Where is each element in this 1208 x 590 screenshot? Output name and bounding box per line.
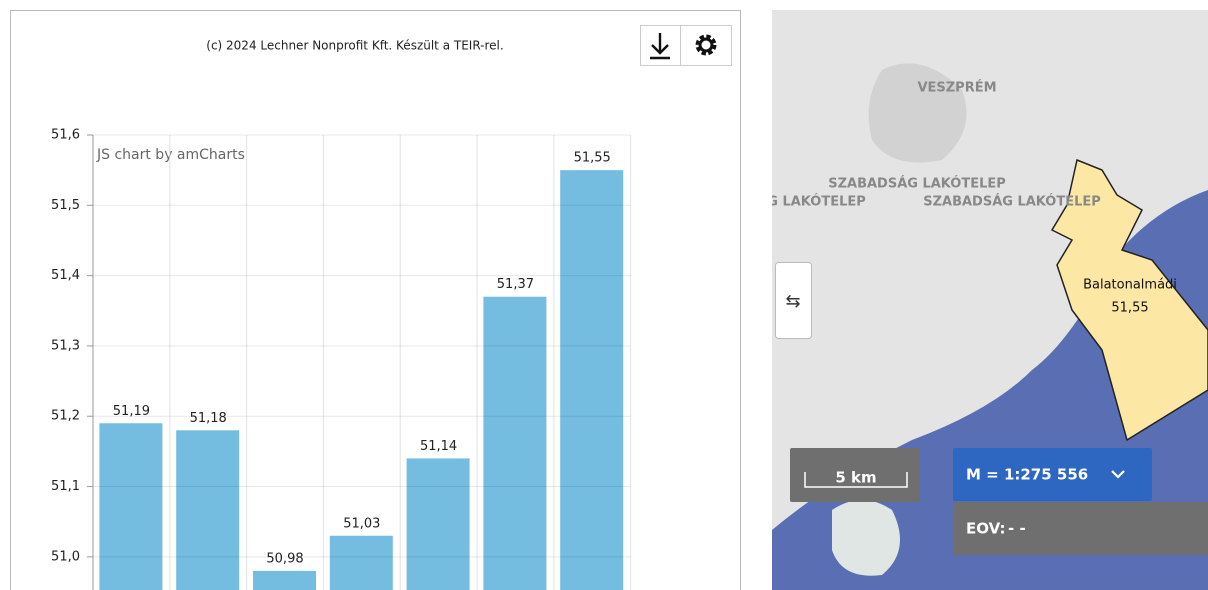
area-name: Balatonalmádi	[1083, 278, 1177, 293]
city-area	[868, 63, 967, 163]
scale-bar	[804, 472, 908, 488]
y-tick-label: 51,1	[51, 479, 80, 494]
scale-label: 5 km	[835, 469, 876, 487]
value-label: 51,18	[190, 411, 227, 426]
y-tick-label: 51,4	[51, 268, 80, 283]
toolbar	[640, 25, 732, 66]
y-tick-label: 51,2	[51, 409, 80, 424]
bar	[560, 170, 624, 590]
panel-toggle[interactable]	[775, 262, 812, 339]
ratio-dropdown[interactable]	[953, 448, 1152, 501]
settings-button[interactable]	[695, 34, 717, 56]
chart-credit: (c) 2024 Lechner Nonprofit Kft. Készült …	[206, 39, 503, 53]
bar	[406, 458, 470, 590]
coord-label: EOV:	[966, 520, 1006, 538]
y-tick-label: 51,0	[51, 549, 80, 564]
value-label: 51,03	[343, 516, 380, 531]
y-tick-label: 51,5	[51, 198, 80, 213]
bar	[483, 296, 547, 590]
watermark: JS chart by amCharts	[96, 147, 245, 163]
ratio-label: M = 1:275 556	[966, 466, 1088, 484]
bar	[176, 430, 240, 590]
value-label: 50,98	[266, 551, 303, 566]
value-label: 51,55	[574, 151, 611, 166]
coord-value: - -	[1008, 520, 1026, 538]
value-label: 51,19	[113, 404, 150, 419]
y-tick-label: 51,3	[51, 338, 80, 353]
value-label: 51,14	[420, 439, 457, 454]
island	[832, 500, 900, 576]
bar	[253, 570, 316, 590]
y-tick-label: 51,6	[51, 128, 80, 143]
toggle-icon: ⇆	[785, 291, 800, 312]
map-panel: VESZPRÉM SZABADSÁG LAKÓTELEP SZABADSÁG L…	[772, 10, 1208, 590]
scale-box	[790, 448, 920, 502]
download-button[interactable]	[650, 33, 670, 60]
district-label: SZABADSÁG LAKÓTELEP	[923, 194, 1101, 210]
district-label: SZABADSÁG LAKÓTELEP	[772, 194, 866, 210]
value-label: 51,37	[497, 277, 534, 292]
district-label: SZABADSÁG LAKÓTELEP	[828, 176, 1006, 192]
coord-box	[953, 502, 1208, 555]
area-value: 51,55	[1111, 301, 1148, 316]
dropdown-chevron	[1111, 470, 1125, 479]
selected-area[interactable]	[1050, 158, 1208, 442]
bar	[99, 423, 163, 590]
city-label: VESZPRÉM	[917, 80, 996, 96]
bar	[329, 535, 393, 590]
